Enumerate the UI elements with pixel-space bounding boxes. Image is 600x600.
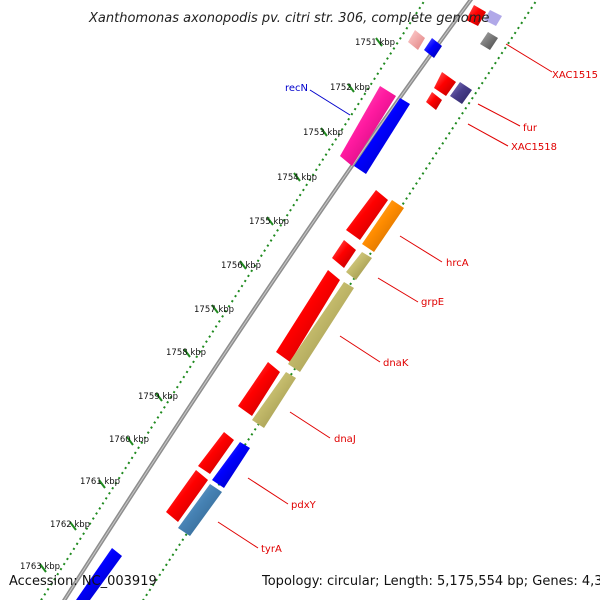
gene-label-grpE[interactable]: grpE xyxy=(421,297,444,308)
gene-label-hrcA[interactable]: hrcA xyxy=(446,258,469,269)
gene-label-pdxY[interactable]: pdxY xyxy=(291,500,317,511)
kbp-label: 1757 kbp xyxy=(194,305,234,315)
kbp-label: 1751 kbp xyxy=(355,38,395,48)
kbp-label: 1758 kbp xyxy=(166,348,206,358)
kbp-label: 1759 kbp xyxy=(138,392,178,402)
kbp-labels: 1751 kbp 1752 kbp 1753 kbp 1754 kbp 1755… xyxy=(20,38,395,572)
gene-labels: recN XAC1515 fur XAC1518 hrcA grpE dnaK … xyxy=(261,70,598,555)
kbp-label: 1754 kbp xyxy=(277,173,317,183)
map-title: Xanthomonas axonopodis pv. citri str. 30… xyxy=(88,11,489,26)
gene-grpE-red[interactable] xyxy=(332,240,356,268)
inner-dotted-guide xyxy=(40,0,427,600)
gene-tyrA-red[interactable] xyxy=(166,470,208,522)
gene-hrcA-red[interactable] xyxy=(346,190,388,240)
genes xyxy=(76,5,502,600)
gene-xac1518-navy[interactable] xyxy=(450,82,472,104)
kbp-label: 1763 kbp xyxy=(20,562,60,572)
gene-fur-red-a[interactable] xyxy=(434,72,456,96)
kbp-label: 1753 kbp xyxy=(303,128,343,138)
gene-dnaJ-khaki[interactable] xyxy=(252,372,296,428)
gene-label-dnaK[interactable]: dnaK xyxy=(383,358,409,369)
gene-recN[interactable] xyxy=(340,86,396,166)
gene-dnaK-khaki[interactable] xyxy=(288,282,354,372)
gene-grpE-khaki[interactable] xyxy=(346,252,372,280)
gene-label-fur[interactable]: fur xyxy=(523,123,538,134)
kbp-ticks xyxy=(39,37,383,573)
gene-label-XAC1518[interactable]: XAC1518 xyxy=(511,142,557,153)
kbp-label: 1762 kbp xyxy=(50,520,90,530)
gene-label-recN[interactable]: recN xyxy=(285,83,308,94)
gene-tyrA-steel[interactable] xyxy=(178,484,222,536)
gene-top-blue[interactable] xyxy=(424,38,442,58)
kbp-label: 1752 kbp xyxy=(330,83,370,93)
gene-fur-red-b[interactable] xyxy=(426,92,442,110)
gene-xac1515-red[interactable] xyxy=(466,5,486,26)
accession-text: Accession: NC_003919 xyxy=(9,574,157,589)
gene-xac1515-lilac[interactable] xyxy=(484,10,502,26)
genome-backbone-highlight xyxy=(63,0,472,600)
topology-text: Topology: circular; Length: 5,175,554 bp… xyxy=(262,574,600,589)
gene-label-tyrA[interactable]: tyrA xyxy=(261,544,282,555)
gene-pdxY-blue[interactable] xyxy=(212,442,250,488)
gene-label-dnaJ[interactable]: dnaJ xyxy=(334,434,356,445)
gene-label-XAC1515[interactable]: XAC1515 xyxy=(552,70,598,81)
leader-lines xyxy=(217,43,553,549)
gene-dnaK-red[interactable] xyxy=(276,270,340,362)
kbp-label: 1761 kbp xyxy=(80,477,120,487)
kbp-label: 1760 kbp xyxy=(109,435,149,445)
gene-hrcA-orange[interactable] xyxy=(362,200,404,252)
gene-pdxY-red-a[interactable] xyxy=(198,432,234,474)
gene-dnaJ-red[interactable] xyxy=(238,362,280,416)
kbp-label: 1756 kbp xyxy=(221,261,261,271)
gene-bottom-blue[interactable] xyxy=(76,548,122,600)
gene-xac1515-gray[interactable] xyxy=(480,32,498,50)
kbp-label: 1755 kbp xyxy=(249,217,289,227)
gene-top-pink[interactable] xyxy=(408,30,425,50)
gene-recN-blue[interactable] xyxy=(354,98,410,174)
